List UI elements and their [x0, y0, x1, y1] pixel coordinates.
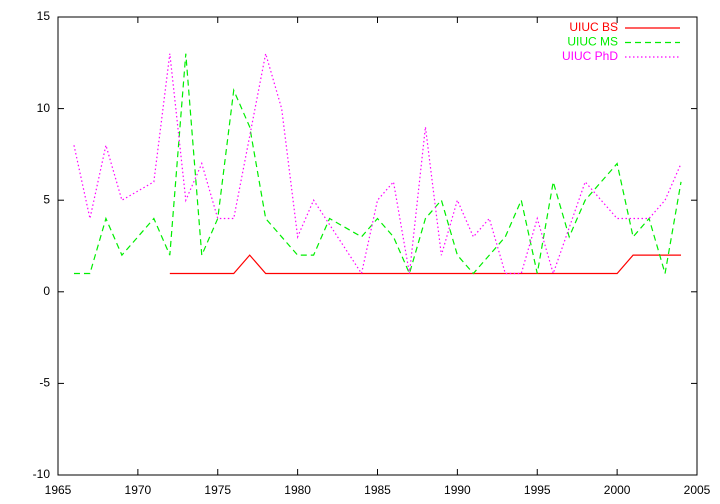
legend-label: UIUC MS — [567, 35, 618, 49]
x-tick-label: 2000 — [604, 483, 631, 497]
x-tick-label: 1995 — [524, 483, 551, 497]
series-line — [73, 53, 682, 276]
x-tick-label: 2005 — [684, 483, 711, 497]
x-tick-label: 1980 — [284, 483, 311, 497]
y-tick-label: -10 — [33, 467, 51, 481]
plot-frame — [57, 16, 698, 476]
legend-label: UIUC BS — [569, 20, 618, 34]
x-tick-label: 1965 — [45, 483, 72, 497]
legend-label: UIUC PhD — [562, 49, 618, 63]
series-line — [169, 254, 682, 275]
y-tick-label: 0 — [43, 284, 50, 298]
x-tick-label: 1985 — [364, 483, 391, 497]
y-tick-label: 15 — [37, 9, 51, 23]
x-tick-label: 1975 — [204, 483, 231, 497]
series-line — [73, 53, 682, 276]
x-tick-label: 1990 — [444, 483, 471, 497]
y-tick-label: 10 — [37, 101, 51, 115]
y-tick-label: -5 — [39, 376, 50, 390]
y-tick-label: 5 — [43, 192, 50, 206]
x-tick-label: 1970 — [125, 483, 152, 497]
